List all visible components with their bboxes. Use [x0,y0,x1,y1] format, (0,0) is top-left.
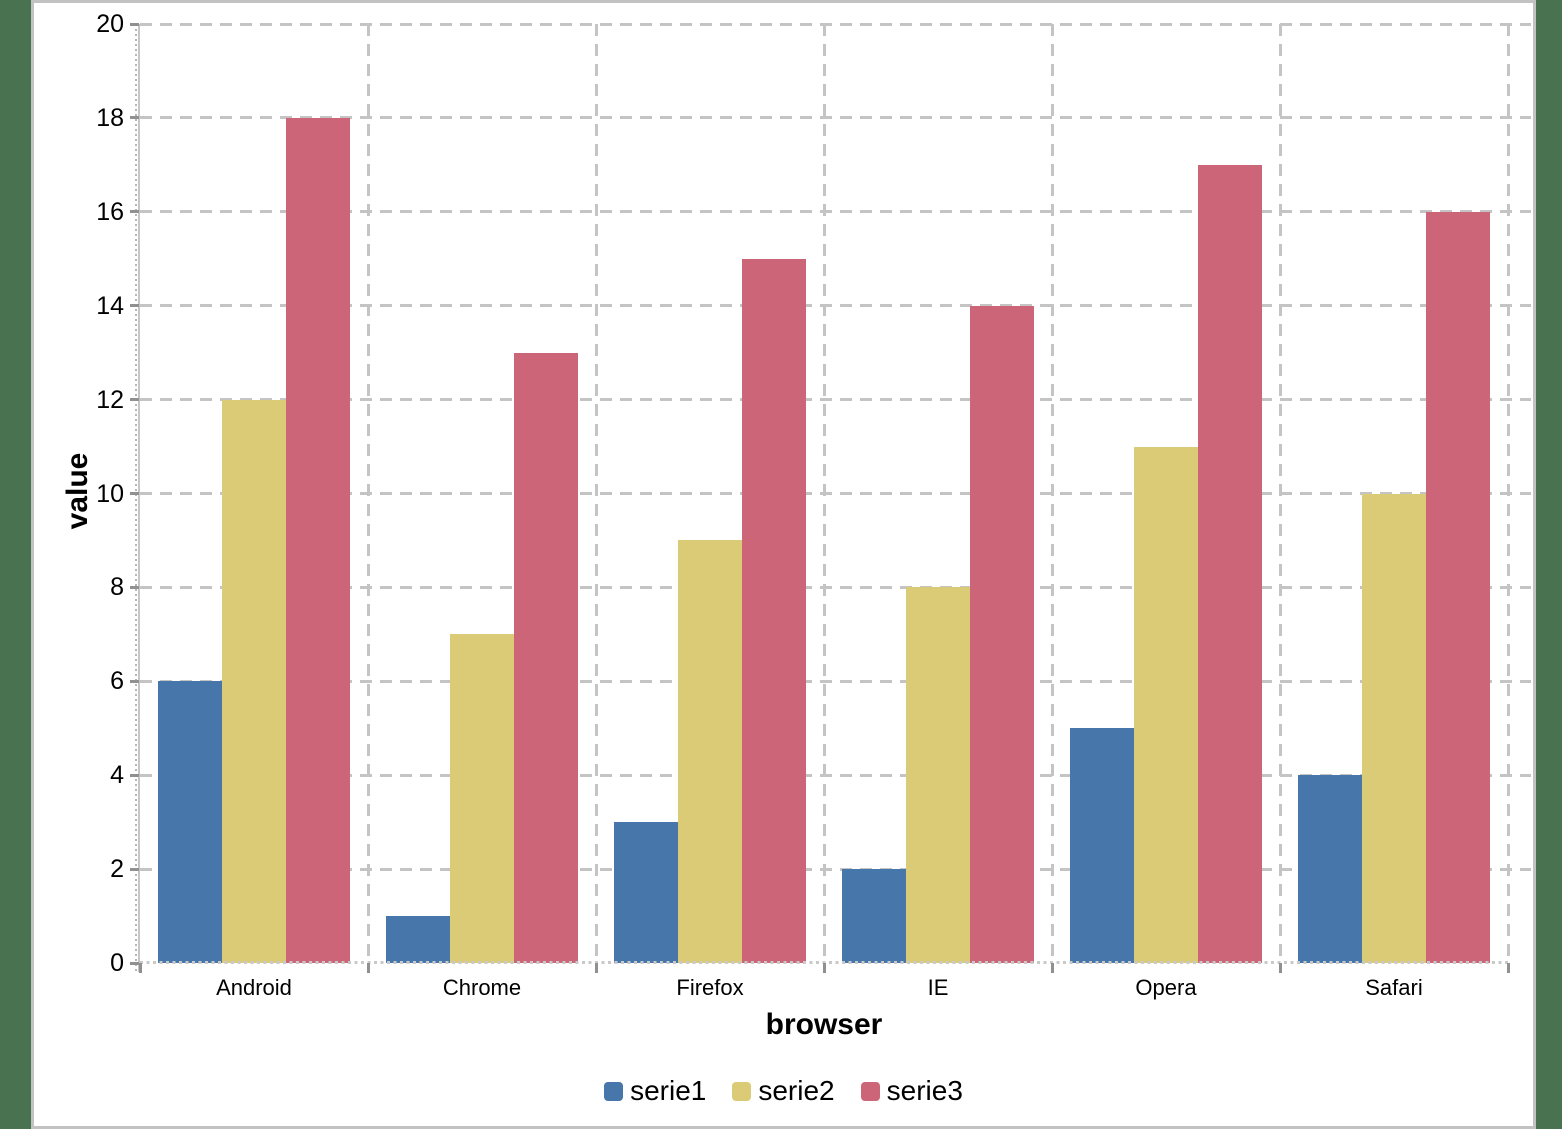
bar-serie3-Android [286,117,350,963]
bar-serie3-Safari [1426,211,1490,963]
x-tick-label-ie: IE [927,975,949,1000]
y-tick-label: 20 [96,10,124,38]
y-axis-tick [130,773,139,777]
gridline-vertical [822,24,826,963]
x-tick-label-firefox: Firefox [676,975,744,1000]
bar-serie1-IE [842,869,906,963]
y-tick-label: 12 [96,385,124,414]
y-tick-label: 8 [110,573,124,602]
y-tick-label: 16 [96,197,124,226]
x-axis-line [140,961,1508,964]
bar-serie1-Chrome [386,916,450,963]
bar-serie1-Opera [1070,728,1134,963]
gridline-vertical [1278,24,1282,963]
gridline-horizontal [140,492,1531,495]
x-tick-label-chrome: Chrome [442,975,522,1000]
bar-serie2-IE [906,587,970,963]
legend-swatch-serie2 [732,1081,752,1101]
y-axis-tick [130,867,139,871]
bar-serie2-Android [222,399,286,963]
bar-serie1-Android [158,681,222,963]
gridline-horizontal [140,22,1531,26]
x-axis-tick [1050,963,1054,973]
legend-label-serie3: serie3 [886,1075,963,1106]
y-tick-label: 14 [96,291,124,320]
x-axis-tick [366,963,370,973]
legend-label-serie1: serie1 [630,1075,707,1106]
y-tick-label: 4 [110,761,124,790]
y-tick-label: 0 [110,949,124,977]
x-tick-label-opera: Opera [1135,975,1197,1000]
y-axis-tick [130,492,139,495]
bar-serie3-Firefox [742,258,806,963]
gridline-vertical [1050,24,1054,963]
legend-item-serie1: serie1 [604,1075,706,1107]
chart-panel: browser value 0 2 4 6 8 10 12 14 16 18 20 Android Ch… [31,0,1536,1129]
bar-serie3-Chrome [514,352,578,963]
gridline-horizontal [140,304,1531,308]
bar-serie3-Opera [1198,164,1262,963]
y-axis-tick [130,304,139,308]
x-axis-tick [1278,963,1282,973]
bar-serie1-Firefox [614,822,678,963]
bar-serie2-Safari [1362,493,1426,963]
legend-swatch-serie1 [604,1081,624,1101]
x-axis-tick [138,963,142,973]
y-axis-tick [130,116,139,120]
bar-serie2-Opera [1134,446,1198,963]
y-axis-tick [130,679,139,683]
gridline-horizontal [140,398,1531,402]
legend: serie1 serie2 serie3 [34,1075,1533,1107]
gridline-vertical [594,24,598,963]
y-axis-tick [130,585,139,589]
y-axis-line [138,24,140,972]
bar-serie2-Firefox [678,540,742,963]
legend-item-serie2: serie2 [732,1075,835,1107]
gridline-horizontal [140,679,1531,683]
gridline-horizontal [140,210,1531,214]
x-axis-tick [594,963,598,973]
y-tick-label: 18 [96,103,124,132]
bar-serie1-Safari [1298,775,1362,963]
y-tick-label: 10 [96,479,124,508]
gridline-vertical [1506,24,1510,963]
gridline-vertical [366,24,370,963]
x-tick-label-android: Android [216,975,292,1000]
y-axis-tick [130,961,139,965]
legend-swatch-serie3 [860,1081,880,1101]
bar-serie3-IE [970,305,1034,963]
plot-area: browser value 0 2 4 6 8 10 12 14 16 18 20 Android Ch… [61,10,1531,1041]
x-axis-title: browser [765,1008,883,1041]
y-axis-tick [130,210,139,214]
y-tick-label: 6 [110,667,124,696]
y-axis-tick [130,398,139,402]
gridline-horizontal [140,867,1531,871]
y-axis-tick [130,22,139,26]
legend-item-serie3: serie3 [860,1075,963,1107]
bar-serie2-Chrome [450,634,514,963]
x-axis-tick [1506,963,1510,973]
legend-label-serie2: serie2 [758,1075,835,1106]
gridline-horizontal [140,585,1531,589]
x-axis-tick [822,963,826,973]
gridline-horizontal [140,773,1531,777]
x-tick-label-safari: Safari [1365,975,1423,1000]
gridline-horizontal [140,116,1531,120]
y-axis-dotted-line [135,24,137,972]
y-tick-label: 2 [110,855,124,884]
